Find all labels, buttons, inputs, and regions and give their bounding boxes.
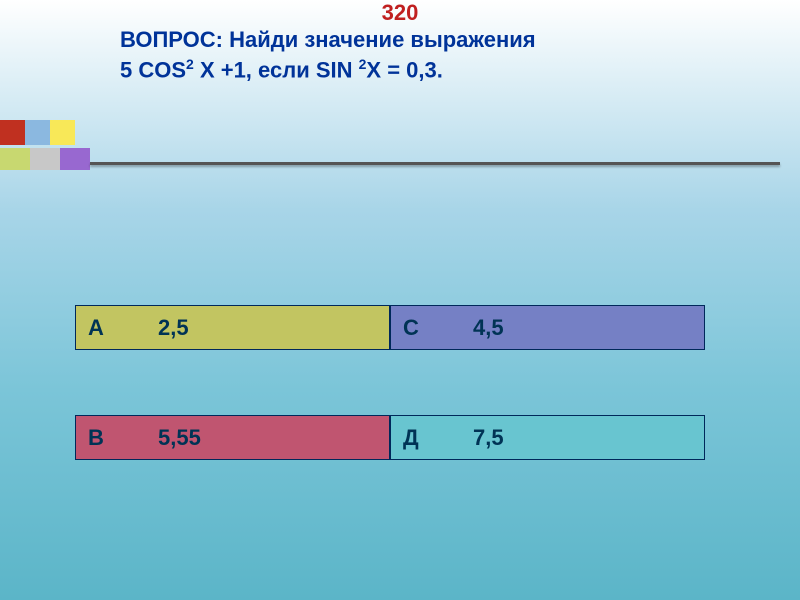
answer-d-letter: Д <box>403 425 473 451</box>
answer-b-letter: В <box>88 425 158 451</box>
decor-red <box>0 120 25 145</box>
answer-a-letter: А <box>88 315 158 341</box>
question-line-2: 5 COS2 Х +1, если SIN 2Х = 0,3. <box>120 55 700 85</box>
answer-option-c[interactable]: С 4,5 <box>390 305 705 350</box>
answer-b-value: 5,55 <box>158 425 201 451</box>
decor-olive <box>0 148 30 170</box>
decor-yellow <box>50 120 75 145</box>
answer-a-value: 2,5 <box>158 315 189 341</box>
decorative-squares <box>0 120 90 175</box>
q2-mid: Х +1, если SIN <box>194 57 359 82</box>
answer-c-value: 4,5 <box>473 315 504 341</box>
answer-option-a[interactable]: А 2,5 <box>75 305 390 350</box>
question-block: ВОПРОС: Найди значение выражения 5 COS2 … <box>0 26 800 85</box>
q2-pre: 5 COS <box>120 57 186 82</box>
q2-sup1: 2 <box>186 56 194 72</box>
answer-row-top: А 2,5 С 4,5 <box>75 305 705 350</box>
answer-option-d[interactable]: Д 7,5 <box>390 415 705 460</box>
decor-blue <box>25 120 50 145</box>
q2-post: Х = 0,3. <box>366 57 442 82</box>
question-line-1: ВОПРОС: Найди значение выражения <box>120 26 700 55</box>
decor-purple <box>60 148 90 170</box>
answer-row-bottom: В 5,55 Д 7,5 <box>75 415 705 460</box>
slide-score: 320 <box>0 0 800 26</box>
answer-d-value: 7,5 <box>473 425 504 451</box>
divider-line <box>90 162 780 165</box>
decor-gray <box>30 148 60 170</box>
answer-c-letter: С <box>403 315 473 341</box>
answer-option-b[interactable]: В 5,55 <box>75 415 390 460</box>
